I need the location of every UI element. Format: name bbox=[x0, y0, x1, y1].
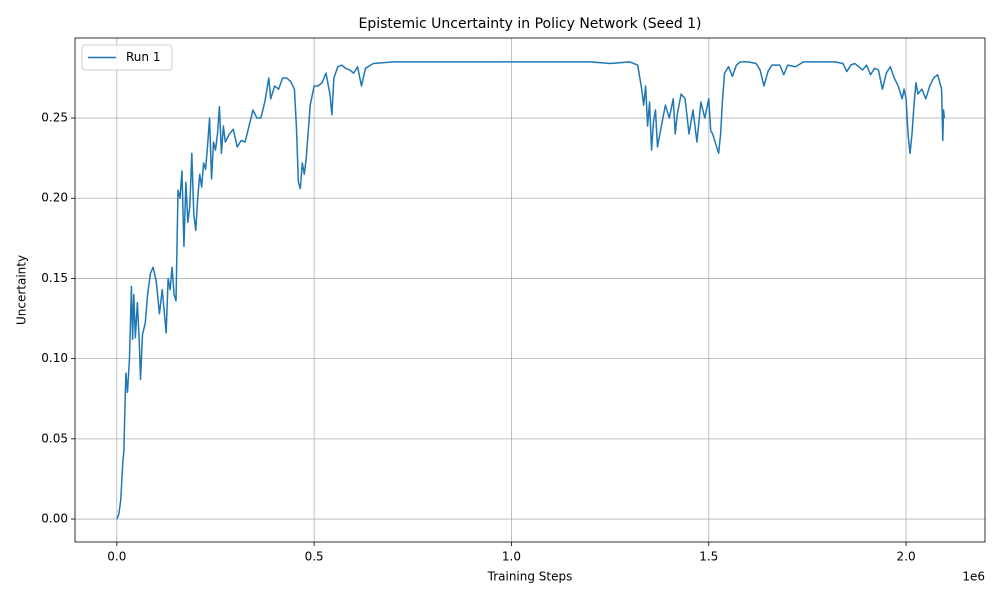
x-tick-label: 0.0 bbox=[107, 550, 126, 564]
data-line bbox=[116, 61, 946, 520]
x-tick-label: 2.0 bbox=[897, 550, 916, 564]
y-tick-label: 0.25 bbox=[41, 111, 68, 125]
chart-title: Epistemic Uncertainty in Policy Network … bbox=[358, 16, 701, 32]
x-offset-label: 1e6 bbox=[962, 570, 985, 584]
y-tick-label: 0.10 bbox=[41, 351, 68, 365]
y-tick-label: 0.00 bbox=[41, 512, 68, 526]
x-tick-label: 1.0 bbox=[502, 550, 521, 564]
legend-box bbox=[81, 44, 173, 71]
y-axis-label: Uncertainty bbox=[15, 255, 29, 325]
legend-label: Run 1 bbox=[126, 50, 160, 64]
x-axis-label: Training Steps bbox=[487, 570, 573, 584]
y-tick-label: 0.15 bbox=[41, 271, 68, 285]
x-tick-label: 0.5 bbox=[305, 550, 324, 564]
y-tick-label: 0.05 bbox=[41, 431, 68, 445]
plot-frame bbox=[74, 37, 986, 543]
x-tick-label: 1.5 bbox=[699, 550, 718, 564]
y-tick-label: 0.20 bbox=[41, 191, 68, 205]
